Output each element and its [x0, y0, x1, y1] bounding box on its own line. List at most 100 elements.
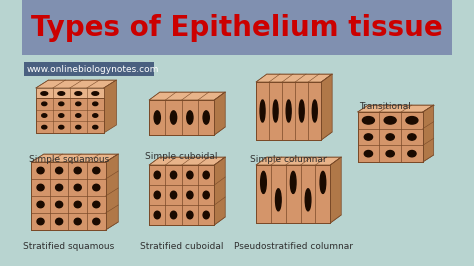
- Polygon shape: [330, 157, 341, 223]
- Text: Types of Epithelium tissue: Types of Epithelium tissue: [31, 14, 443, 42]
- Ellipse shape: [171, 211, 177, 219]
- Text: Pseudostratified columnar: Pseudostratified columnar: [234, 242, 353, 251]
- Ellipse shape: [93, 114, 98, 117]
- Ellipse shape: [37, 201, 44, 208]
- Ellipse shape: [37, 184, 44, 191]
- Polygon shape: [149, 100, 214, 135]
- Ellipse shape: [154, 111, 160, 124]
- Ellipse shape: [59, 125, 64, 129]
- Ellipse shape: [187, 171, 193, 179]
- Polygon shape: [149, 165, 214, 225]
- Ellipse shape: [299, 100, 304, 122]
- Ellipse shape: [93, 125, 98, 129]
- Ellipse shape: [58, 92, 64, 95]
- Ellipse shape: [286, 100, 291, 122]
- Polygon shape: [214, 157, 225, 225]
- Ellipse shape: [187, 211, 193, 219]
- Ellipse shape: [171, 191, 177, 199]
- Ellipse shape: [363, 117, 374, 124]
- Polygon shape: [36, 80, 117, 88]
- Text: Simple squamous: Simple squamous: [29, 155, 109, 164]
- Ellipse shape: [76, 102, 81, 106]
- Ellipse shape: [74, 184, 81, 191]
- Text: www.onlinebiologynotes.com: www.onlinebiologynotes.com: [27, 64, 159, 73]
- Polygon shape: [357, 105, 434, 112]
- Polygon shape: [31, 154, 118, 162]
- Ellipse shape: [312, 100, 317, 122]
- Ellipse shape: [386, 151, 394, 157]
- Ellipse shape: [76, 114, 81, 117]
- Polygon shape: [106, 154, 118, 230]
- Ellipse shape: [55, 218, 63, 225]
- Ellipse shape: [37, 218, 44, 225]
- Ellipse shape: [203, 211, 210, 219]
- Ellipse shape: [203, 111, 210, 124]
- Ellipse shape: [42, 125, 47, 129]
- Ellipse shape: [384, 117, 396, 124]
- Ellipse shape: [59, 114, 64, 117]
- Ellipse shape: [365, 134, 373, 140]
- Ellipse shape: [291, 171, 296, 193]
- Polygon shape: [256, 157, 341, 165]
- Ellipse shape: [92, 92, 99, 95]
- Ellipse shape: [76, 125, 81, 129]
- Ellipse shape: [55, 201, 63, 208]
- Ellipse shape: [75, 92, 82, 95]
- Polygon shape: [149, 157, 225, 165]
- Polygon shape: [256, 165, 330, 223]
- Ellipse shape: [154, 211, 160, 219]
- Polygon shape: [36, 88, 104, 98]
- Text: Simple columnar: Simple columnar: [250, 155, 327, 164]
- Ellipse shape: [365, 151, 373, 157]
- Ellipse shape: [154, 171, 160, 179]
- Ellipse shape: [93, 102, 98, 106]
- Polygon shape: [256, 74, 332, 82]
- Ellipse shape: [273, 100, 278, 122]
- Ellipse shape: [261, 171, 266, 193]
- Ellipse shape: [42, 114, 47, 117]
- Ellipse shape: [320, 171, 326, 193]
- Polygon shape: [256, 82, 321, 140]
- Ellipse shape: [55, 167, 63, 174]
- Text: Transitional: Transitional: [359, 102, 410, 111]
- Ellipse shape: [187, 111, 193, 124]
- Ellipse shape: [59, 102, 64, 106]
- Ellipse shape: [74, 218, 81, 225]
- Ellipse shape: [187, 191, 193, 199]
- Ellipse shape: [37, 167, 44, 174]
- Polygon shape: [24, 62, 154, 76]
- Ellipse shape: [260, 100, 265, 122]
- Ellipse shape: [93, 184, 100, 191]
- Ellipse shape: [93, 218, 100, 225]
- Polygon shape: [149, 92, 225, 100]
- Ellipse shape: [41, 92, 48, 95]
- Ellipse shape: [154, 191, 160, 199]
- Polygon shape: [214, 92, 225, 135]
- Ellipse shape: [74, 167, 81, 174]
- Text: Stratified cuboidal: Stratified cuboidal: [140, 242, 223, 251]
- Text: Stratified squamous: Stratified squamous: [23, 242, 114, 251]
- Polygon shape: [104, 80, 117, 133]
- Ellipse shape: [74, 201, 81, 208]
- Ellipse shape: [275, 189, 281, 211]
- Polygon shape: [36, 98, 104, 133]
- Ellipse shape: [203, 191, 210, 199]
- Ellipse shape: [386, 134, 394, 140]
- Polygon shape: [357, 112, 423, 162]
- Ellipse shape: [203, 171, 210, 179]
- Text: Simple cuboidal: Simple cuboidal: [146, 152, 218, 161]
- Ellipse shape: [408, 134, 416, 140]
- Ellipse shape: [171, 111, 177, 124]
- Ellipse shape: [55, 184, 63, 191]
- Polygon shape: [423, 105, 434, 162]
- Ellipse shape: [305, 189, 311, 211]
- Ellipse shape: [93, 167, 100, 174]
- Ellipse shape: [171, 171, 177, 179]
- Ellipse shape: [93, 201, 100, 208]
- Polygon shape: [321, 74, 332, 140]
- Polygon shape: [22, 0, 452, 55]
- Ellipse shape: [408, 151, 416, 157]
- Ellipse shape: [406, 117, 418, 124]
- Polygon shape: [31, 162, 106, 230]
- Ellipse shape: [42, 102, 47, 106]
